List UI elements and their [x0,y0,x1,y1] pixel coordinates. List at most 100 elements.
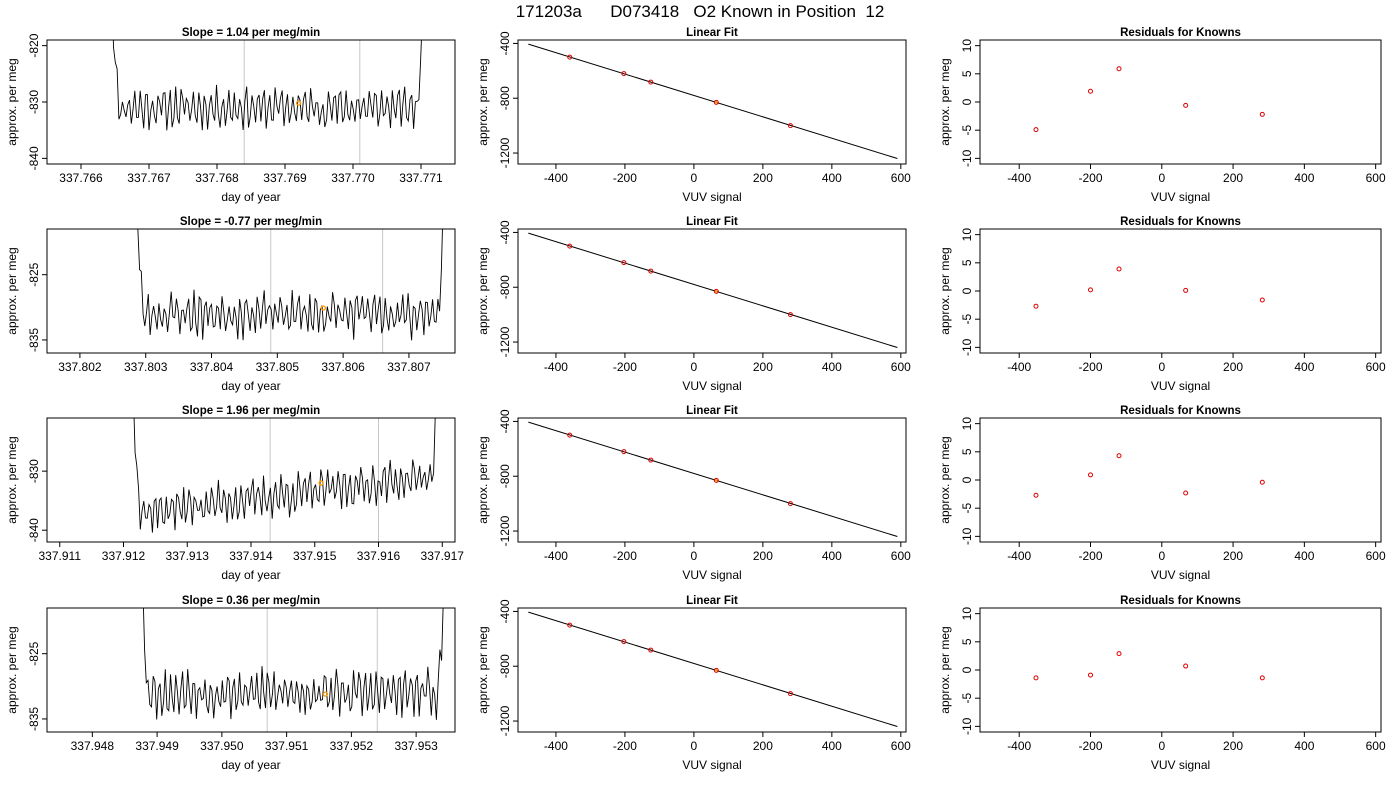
panel-title: Residuals for Knowns [1120,216,1241,228]
x-tick-label: 200 [753,360,773,374]
data-point [1116,651,1122,657]
mean-marker [322,691,329,697]
x-tick-label: -200 [613,739,637,753]
x-tick-label: 0 [1158,739,1165,753]
x-tick-label: 337.767 [127,171,171,185]
data-point [1183,102,1189,108]
fit-line [528,43,898,159]
x-tick-label: -400 [544,171,568,185]
x-tick-label: 200 [1223,360,1243,374]
plot-frame [979,228,1382,354]
x-tick-label: 600 [891,360,911,374]
data-point [1259,479,1265,485]
x-tick-label: 337.917 [421,549,465,563]
x-axis-label: VUV signal [682,190,741,204]
data-point [621,260,627,266]
data-point [1116,453,1122,459]
x-tick-label: 337.802 [58,360,102,374]
panel-title: Linear Fit [686,216,738,228]
plot-area [137,229,443,353]
x-axis-label: VUV signal [682,758,741,772]
x-tick-label: 400 [1294,549,1314,563]
y-axis-label: approx. per meg [476,247,490,334]
x-tick-label: -200 [613,171,637,185]
y-tick-label: -10 [960,527,974,545]
plot-frame [979,607,1382,733]
y-axis-label: approx. per meg [476,626,490,713]
panel-1-3: Residuals for Knowns -400 -200 0 200 400 600 -1… [938,27,1386,204]
x-tick-label: 200 [1223,171,1243,185]
data-point [567,54,573,60]
x-tick-label: 337.911 [39,549,82,563]
data-point [621,639,627,645]
data-point [713,99,719,105]
signal-trace [133,418,436,533]
data-point [787,691,793,697]
plot-area [1033,453,1265,498]
x-tick-label: 600 [1366,171,1386,185]
panel-3-2: Linear Fit -400 -200 0 200 400 600 -1200 -800 -40… [476,405,911,582]
x-tick-label: -400 [1007,739,1031,753]
highlight-point [715,479,718,482]
data-point [1259,675,1265,681]
x-axis-label: VUV signal [682,379,741,393]
panel-4-3: Residuals for Knowns -400 -200 0 200 400 600 -1… [938,595,1386,772]
data-point [648,79,654,85]
panel-title: Linear Fit [686,27,738,39]
x-tick-label: 400 [1294,739,1314,753]
data-point [1087,472,1093,478]
data-point [567,432,573,438]
x-tick-label: 200 [753,171,773,185]
panel-title: Slope = -0.77 per meg/min [180,216,322,228]
panel-title: Residuals for Knowns [1120,595,1241,607]
plot-area [112,40,422,164]
panel-title: Linear Fit [686,595,738,607]
highlight-point [715,290,718,293]
plot-frame [517,39,907,165]
signal-trace [112,40,422,131]
data-point [1116,266,1122,272]
x-tick-label: -200 [1078,549,1102,563]
plot-frame [46,39,456,165]
plot-frame [517,607,907,733]
x-tick-label: 400 [822,171,842,185]
x-tick-label: 600 [891,171,911,185]
plot-frame [517,417,907,543]
y-tick-label: -800 [498,86,512,110]
data-point [621,449,627,455]
x-tick-label: 337.768 [195,171,239,185]
x-tick-label: 337.805 [256,360,300,374]
y-axis-label: approx. per meg [476,436,490,523]
y-tick-label: 10 [960,228,974,242]
x-tick-label: 337.948 [71,739,115,753]
y-axis-label: approx. per meg [5,58,19,145]
x-tick-label: 200 [753,739,773,753]
y-tick-label: -800 [498,464,512,488]
x-tick-label: 337.914 [229,549,273,563]
plot-area [1033,651,1265,681]
plot-frame [46,607,456,733]
x-tick-label: -400 [1007,360,1031,374]
x-tick-label: 337.949 [135,739,179,753]
x-tick-label: 400 [1294,171,1314,185]
x-tick-label: 600 [891,739,911,753]
x-tick-label: -400 [544,549,568,563]
x-tick-label: 337.807 [387,360,431,374]
plot-frame [46,417,456,543]
plot-frame [517,228,907,354]
y-tick-label: -840 [27,146,41,170]
data-point [567,622,573,628]
x-tick-label: -200 [613,360,637,374]
plot-area [1033,66,1265,133]
x-tick-label: 400 [822,549,842,563]
y-tick-label: -5 [960,125,974,136]
data-point [1033,492,1039,498]
data-point [567,243,573,249]
data-point [648,457,654,463]
data-point [648,647,654,653]
x-tick-label: 600 [1366,549,1386,563]
x-axis-label: VUV signal [1151,568,1210,582]
x-tick-label: 337.952 [330,739,374,753]
data-point [1087,88,1093,94]
